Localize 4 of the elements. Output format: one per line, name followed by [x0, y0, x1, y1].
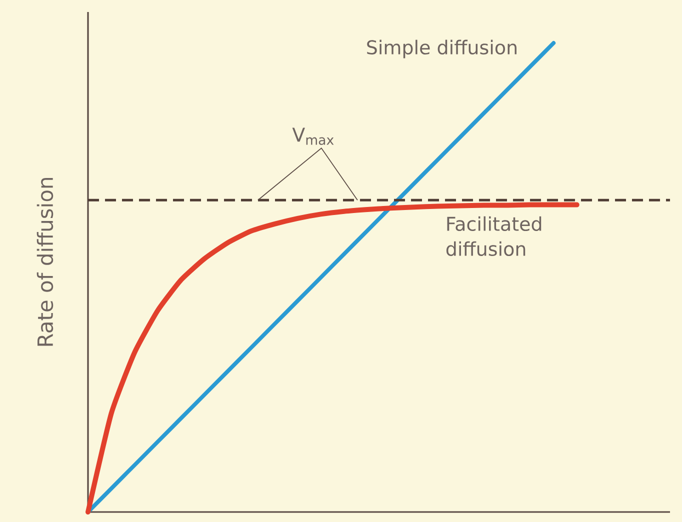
ref-line-label: V$_{max}$	[292, 128, 334, 145]
y-axis-title: Rate of diffusion	[36, 178, 54, 346]
series-label: Simple diffusion	[367, 40, 516, 58]
series-label: Facilitated diffusion	[446, 216, 542, 256]
